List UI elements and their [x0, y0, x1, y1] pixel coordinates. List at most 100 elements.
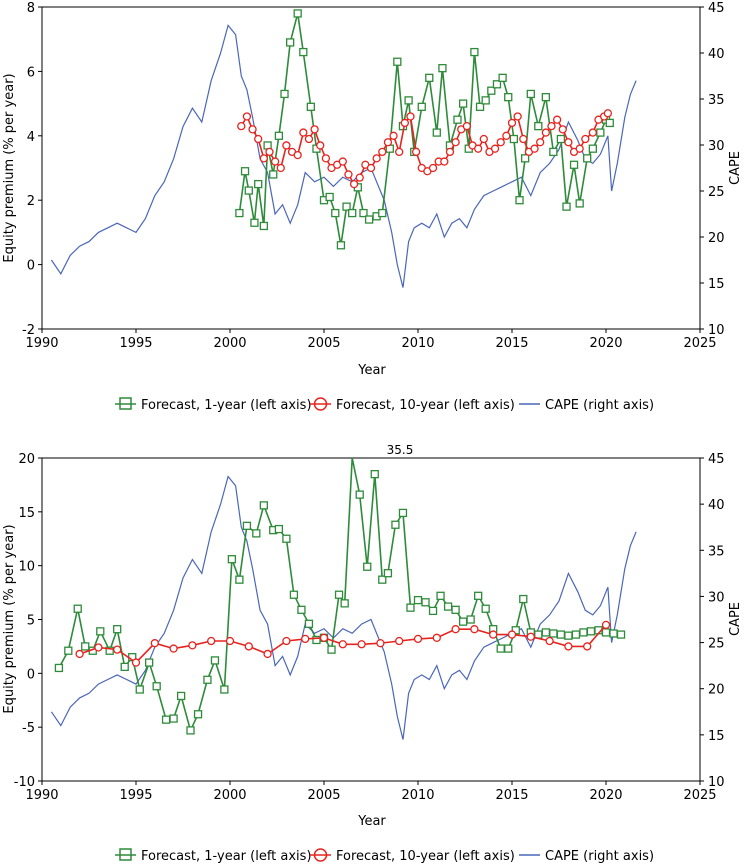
y2-tick-label: 15 — [708, 729, 725, 744]
point-forecast-10yr — [259, 154, 268, 163]
y2-tick-label: 30 — [708, 590, 725, 605]
point-forecast-10yr — [575, 144, 584, 153]
point-forecast-1yr — [240, 167, 250, 176]
point-forecast-1yr — [588, 144, 597, 153]
y2-axis-label: CAPE — [728, 151, 743, 185]
point-forecast-1yr — [378, 208, 387, 218]
legend-forecast-10yr-icon — [310, 397, 331, 411]
point-forecast-10yr — [451, 625, 460, 634]
point-forecast-10yr — [366, 163, 376, 173]
point-forecast-1yr — [504, 93, 513, 102]
point-forecast-1yr — [161, 715, 171, 724]
y-tick-label: -10 — [14, 775, 35, 790]
point-forecast-10yr — [462, 121, 472, 131]
point-forecast-1yr — [586, 627, 596, 636]
point-forecast-1yr — [73, 604, 82, 613]
point-forecast-1yr — [282, 534, 291, 543]
point-forecast-10yr — [75, 649, 84, 659]
point-forecast-10yr — [564, 642, 573, 651]
annotation-label: 35.5 — [387, 443, 414, 457]
point-forecast-1yr — [562, 202, 571, 211]
point-forecast-10yr — [282, 636, 291, 646]
point-forecast-10yr — [282, 141, 291, 150]
point-forecast-10yr — [489, 630, 498, 639]
point-forecast-1yr — [398, 508, 408, 518]
point-forecast-10yr — [470, 625, 479, 634]
y2-ticks: 10 15 20 25 30 35 40 45 — [700, 452, 725, 790]
series-line-forecast-1yr — [58, 457, 622, 733]
point-forecast-10yr — [338, 640, 347, 649]
point-forecast-10yr — [378, 147, 387, 157]
point-forecast-1yr — [306, 102, 315, 111]
point-forecast-1yr — [549, 629, 558, 638]
y2-tick-label: 45 — [708, 1, 725, 16]
point-forecast-10yr — [502, 131, 511, 140]
point-forecast-1yr — [242, 521, 252, 530]
y2-tick-label: 20 — [708, 231, 725, 246]
x-tick-label: 2015 — [495, 336, 528, 351]
point-forecast-1yr — [113, 625, 122, 634]
point-forecast-10yr — [113, 645, 122, 654]
point-forecast-1yr — [474, 591, 483, 600]
point-forecast-1yr — [293, 9, 302, 18]
point-forecast-1yr — [259, 501, 268, 510]
point-forecast-1yr — [391, 520, 400, 529]
point-forecast-10yr — [547, 121, 556, 131]
x-ticks: 1990 1995 2000 2005 2010 2015 2020 2025 — [25, 781, 717, 803]
point-forecast-1yr — [421, 598, 430, 607]
point-forecast-1yr — [417, 102, 426, 111]
point-forecast-1yr — [274, 131, 284, 140]
point-forecast-1yr — [64, 646, 73, 655]
point-forecast-1yr — [443, 602, 453, 611]
point-forecast-1yr — [304, 619, 314, 628]
point-forecast-1yr — [515, 196, 524, 205]
point-forecast-1yr — [348, 208, 357, 218]
point-forecast-1yr — [227, 555, 237, 564]
x-tick-label: 2005 — [307, 788, 340, 803]
point-forecast-10yr — [406, 112, 415, 121]
point-forecast-1yr — [327, 645, 336, 654]
y-ticks: -2 0 2 4 6 8 — [22, 1, 42, 338]
point-forecast-1yr — [334, 590, 344, 599]
point-forecast-1yr — [451, 605, 460, 614]
x-tick-label: 2025 — [683, 788, 716, 803]
point-forecast-1yr — [428, 606, 438, 616]
legend-label-cape: CAPE (right axis) — [545, 398, 654, 413]
point-forecast-1yr — [152, 682, 161, 691]
point-forecast-1yr — [383, 569, 393, 578]
point-forecast-1yr — [404, 96, 413, 105]
point-forecast-1yr — [458, 99, 468, 108]
point-forecast-10yr — [490, 144, 500, 153]
point-forecast-10yr — [265, 147, 274, 157]
y-ticks: -10 -5 0 5 10 15 20 — [14, 452, 42, 790]
x-tick-label: 1990 — [25, 788, 58, 803]
y2-tick-label: 10 — [708, 323, 725, 338]
point-forecast-1yr — [145, 658, 154, 667]
point-forecast-10yr — [355, 173, 364, 182]
point-forecast-10yr — [169, 644, 178, 653]
point-forecast-1yr — [596, 128, 605, 137]
point-forecast-10yr — [310, 125, 319, 134]
point-forecast-1yr — [378, 575, 387, 584]
point-forecast-1yr — [481, 96, 490, 105]
point-forecast-1yr — [340, 599, 349, 608]
x-tick-label: 1990 — [25, 336, 58, 351]
y2-tick-label: 30 — [708, 139, 725, 154]
point-forecast-1yr — [81, 642, 90, 651]
point-forecast-1yr — [176, 691, 186, 701]
x-tick-label: 1995 — [119, 788, 152, 803]
point-forecast-10yr — [225, 636, 235, 646]
point-forecast-10yr — [321, 154, 331, 163]
point-forecast-1yr — [413, 595, 423, 605]
point-forecast-1yr — [571, 630, 581, 639]
point-forecast-1yr — [250, 218, 259, 227]
x-tick-label: 2020 — [589, 336, 622, 351]
point-forecast-10yr — [207, 636, 216, 646]
point-forecast-1yr — [541, 93, 550, 102]
y2-tick-label: 25 — [708, 185, 725, 200]
point-forecast-1yr — [601, 628, 611, 637]
point-forecast-1yr — [235, 575, 244, 584]
y-tick-label: 2 — [27, 194, 35, 209]
point-forecast-1yr — [299, 47, 308, 57]
point-forecast-10yr — [583, 642, 592, 651]
